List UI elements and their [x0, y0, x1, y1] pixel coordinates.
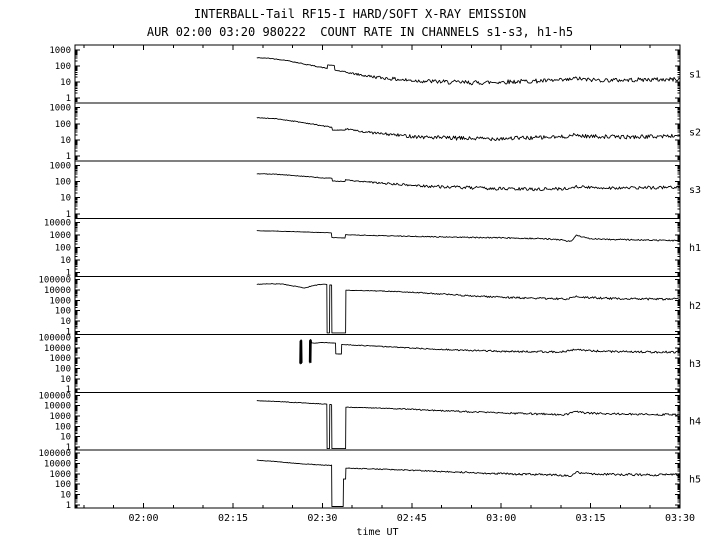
count-rate-trace-h1: [256, 230, 681, 242]
y-tick-label: 1: [66, 443, 71, 453]
channel-label-h2: h2: [689, 301, 701, 312]
panel-border-h2: [74, 276, 681, 335]
y-tick-label: 1000: [49, 354, 71, 364]
y-tick-label: 100: [55, 62, 71, 72]
y-tick-label: 1000: [49, 470, 71, 480]
y-tick-label: 1: [66, 327, 71, 337]
y-tick-label: 10000: [44, 218, 71, 228]
y-tick-label: 1000: [49, 104, 71, 114]
panel-border-h4: [74, 391, 681, 451]
channel-label-s1: s1: [689, 69, 701, 80]
y-tick-label: 1000: [49, 46, 71, 56]
y-tick-label: 100000: [38, 276, 71, 286]
panel-border-s3: [74, 160, 681, 220]
y-tick-label: 10: [60, 136, 71, 146]
count-rate-trace-h4: [256, 400, 681, 450]
y-tick-label: 10000: [44, 286, 71, 296]
y-tick-label: 1: [66, 269, 71, 279]
y-tick-label: 10000: [44, 402, 71, 412]
y-tick-label: 10: [60, 194, 71, 204]
channel-label-h4: h4: [689, 417, 701, 428]
channel-label-s3: s3: [689, 185, 701, 196]
y-tick-label: 1: [66, 501, 71, 511]
y-tick-label: 1: [66, 210, 71, 220]
x-tick-label: 03:15: [576, 513, 606, 524]
y-tick-label: 100: [55, 120, 71, 130]
x-tick-label: 03:00: [486, 513, 516, 524]
y-tick-label: 10: [60, 78, 71, 88]
y-tick-label: 100: [55, 307, 71, 317]
y-tick-label: 10: [60, 491, 71, 501]
y-tick-label: 1: [66, 94, 71, 104]
y-tick-label: 1000: [49, 412, 71, 422]
panel-border-s2: [74, 102, 681, 162]
count-rate-trace-s1: [256, 57, 681, 86]
y-tick-label: 100: [55, 178, 71, 188]
x-tick-label: 03:30: [665, 513, 695, 524]
count-rate-trace-h5: [256, 459, 681, 507]
panel-border-h5: [74, 449, 681, 509]
y-tick-label: 10000: [44, 460, 71, 470]
panel-border-h1: [74, 218, 681, 278]
channel-label-h1: h1: [689, 243, 701, 254]
y-tick-label: 100: [55, 422, 71, 432]
panel-border-s1: [74, 44, 681, 104]
y-tick-label: 100000: [38, 391, 71, 401]
y-tick-label: 100000: [38, 449, 71, 459]
channel-label-s2: s2: [689, 127, 701, 138]
y-tick-label: 1: [66, 152, 71, 162]
y-tick-label: 1000: [49, 231, 71, 241]
x-axis-label: time UT: [356, 527, 398, 538]
y-tick-label: 10: [60, 433, 71, 443]
panel-border-h3: [74, 333, 681, 393]
y-tick-label: 1: [66, 385, 71, 395]
count-rate-trace-h2: [256, 283, 681, 334]
y-tick-label: 1000: [49, 162, 71, 172]
y-tick-label: 100: [55, 244, 71, 254]
y-tick-label: 10000: [44, 344, 71, 354]
x-tick-label: 02:15: [218, 513, 248, 524]
y-tick-label: 1000: [49, 296, 71, 306]
y-tick-label: 10: [60, 256, 71, 266]
count-rate-trace-s2: [256, 117, 681, 142]
channel-label-h3: h3: [689, 359, 701, 370]
count-rate-trace-s3: [256, 173, 681, 192]
count-rate-trace-h3: [308, 338, 681, 364]
y-tick-label: 10: [60, 375, 71, 385]
x-tick-label: 02:00: [128, 513, 158, 524]
y-tick-label: 100: [55, 480, 71, 490]
chart-title: INTERBALL-Tail RF15-I HARD/SOFT X-RAY EM…: [193, 7, 527, 21]
y-tick-label: 100000: [38, 334, 71, 344]
x-tick-label: 02:30: [307, 513, 337, 524]
x-tick-label: 02:45: [397, 513, 427, 524]
channel-label-h5: h5: [689, 475, 701, 486]
count-rate-trace-h3: [299, 339, 303, 365]
y-tick-label: 10: [60, 317, 71, 327]
y-tick-label: 100: [55, 365, 71, 375]
chart-subtitle: AUR 02:00 03:20 980222 COUNT RATE IN CHA…: [146, 25, 574, 39]
